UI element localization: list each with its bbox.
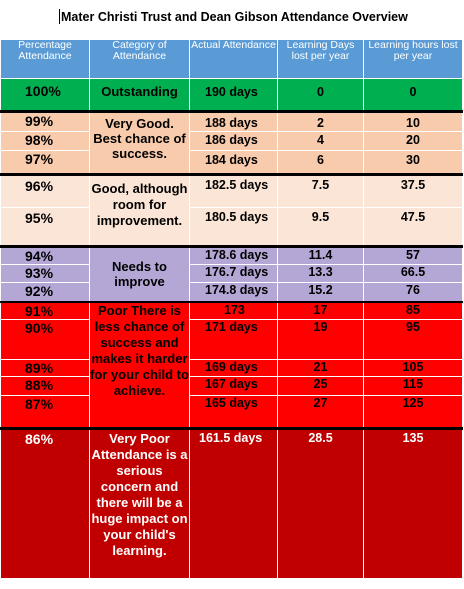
page-title: Mater Christi Trust and Dean Gibson Atte… (61, 10, 408, 24)
row-percentage: 87% (0, 394, 90, 429)
row-percentage: 86% (0, 426, 90, 579)
header-actual: Actual Attendance (189, 39, 278, 79)
table-row: 91% Poor There is less chance of success… (0, 300, 463, 429)
category-very-good: Very Good. Best chance of success. (89, 110, 190, 175)
row-actual: 182.5 days (189, 173, 278, 208)
row-actual: 176.7 days (189, 264, 278, 283)
row-percentage: 97% (0, 150, 90, 175)
row-hours-lost: 0 (363, 78, 463, 112)
table-row: 90% 171 days 19 95 (0, 318, 463, 360)
row-days-lost: 0 (277, 78, 364, 112)
row-days-lost: 4 (277, 131, 364, 151)
row-actual: 186 days (189, 131, 278, 151)
row-percentage: 88% (0, 375, 90, 396)
row-percentage: 95% (0, 207, 90, 247)
category-outstanding: Outstanding (89, 78, 190, 112)
row-days-lost: 25 (277, 375, 364, 396)
row-days-lost: 13.3 (277, 264, 364, 283)
header-category: Category of Attendance (89, 39, 190, 79)
row-days-lost: 6 (277, 150, 364, 175)
row-hours-lost: 115 (363, 375, 463, 396)
row-percentage: 96% (0, 173, 90, 208)
row-percentage: 94% (0, 245, 90, 265)
table-row: 86% Very Poor Attendance is a serious co… (0, 426, 463, 579)
row-actual: 173 (189, 300, 278, 320)
row-days-lost: 27 (277, 394, 364, 429)
row-percentage: 91% (0, 300, 90, 320)
table-row: 100% Outstanding 190 days 0 0 (0, 78, 463, 112)
header-percentage: Percentage Attendance (0, 39, 90, 79)
table-row: 99% Very Good. Best chance of success. 1… (0, 110, 463, 175)
row-days-lost: 21 (277, 358, 364, 377)
header-days-lost: Learning Days lost per year (277, 39, 364, 79)
row-percentage: 92% (0, 282, 90, 302)
table-row: 89% 169 days 21 105 (0, 358, 463, 377)
table-row: 98% 186 days 4 20 (0, 131, 463, 151)
row-hours-lost: 57 (363, 245, 463, 265)
row-days-lost: 11.4 (277, 245, 364, 265)
category-very-poor: Very Poor Attendance is a serious concer… (89, 426, 190, 579)
row-days-lost: 17 (277, 300, 364, 320)
row-hours-lost: 66.5 (363, 264, 463, 283)
table-row: 92% 174.8 days 15.2 76 (0, 282, 463, 302)
row-hours-lost: 30 (363, 150, 463, 175)
row-days-lost: 2 (277, 110, 364, 132)
table-row: 96% Good, although room for improvement.… (0, 173, 463, 247)
row-hours-lost: 95 (363, 318, 463, 360)
row-percentage: 100% (0, 78, 90, 112)
row-actual: 161.5 days (189, 426, 278, 579)
row-days-lost: 28.5 (277, 426, 364, 579)
table-header-row: Percentage Attendance Category of Attend… (0, 39, 463, 79)
row-actual: 190 days (189, 78, 278, 112)
row-actual: 178.6 days (189, 245, 278, 265)
row-actual: 184 days (189, 150, 278, 175)
row-hours-lost: 10 (363, 110, 463, 132)
row-days-lost: 9.5 (277, 207, 364, 247)
row-days-lost: 7.5 (277, 173, 364, 208)
row-actual: 171 days (189, 318, 278, 360)
table-row: 93% 176.7 days 13.3 66.5 (0, 264, 463, 283)
row-actual: 188 days (189, 110, 278, 132)
row-hours-lost: 20 (363, 131, 463, 151)
category-needs-improve: Needs to improve (89, 245, 190, 302)
category-good: Good, although room for improvement. (89, 173, 190, 247)
row-hours-lost: 47.5 (363, 207, 463, 247)
row-percentage: 89% (0, 358, 90, 377)
row-percentage: 99% (0, 110, 90, 132)
row-actual: 180.5 days (189, 207, 278, 247)
row-actual: 169 days (189, 358, 278, 377)
row-days-lost: 19 (277, 318, 364, 360)
table-row: 87% 165 days 27 125 (0, 394, 463, 429)
table-row: 95% 180.5 days 9.5 47.5 (0, 207, 463, 247)
row-actual: 167 days (189, 375, 278, 396)
row-hours-lost: 105 (363, 358, 463, 377)
table-row: 88% 167 days 25 115 (0, 375, 463, 396)
row-percentage: 98% (0, 131, 90, 151)
category-poor: Poor There is less chance of success and… (89, 300, 190, 429)
header-hours-lost: Learning hours lost per year (363, 39, 463, 79)
row-days-lost: 15.2 (277, 282, 364, 302)
row-actual: 165 days (189, 394, 278, 429)
row-hours-lost: 125 (363, 394, 463, 429)
text-cursor (59, 9, 60, 24)
table-row: 97% 184 days 6 30 (0, 150, 463, 175)
row-hours-lost: 135 (363, 426, 463, 579)
table-row: 94% Needs to improve 178.6 days 11.4 57 (0, 245, 463, 302)
attendance-table: Percentage Attendance Category of Attend… (0, 39, 463, 579)
row-percentage: 93% (0, 264, 90, 283)
row-actual: 174.8 days (189, 282, 278, 302)
row-hours-lost: 85 (363, 300, 463, 320)
row-percentage: 90% (0, 318, 90, 360)
row-hours-lost: 76 (363, 282, 463, 302)
row-hours-lost: 37.5 (363, 173, 463, 208)
